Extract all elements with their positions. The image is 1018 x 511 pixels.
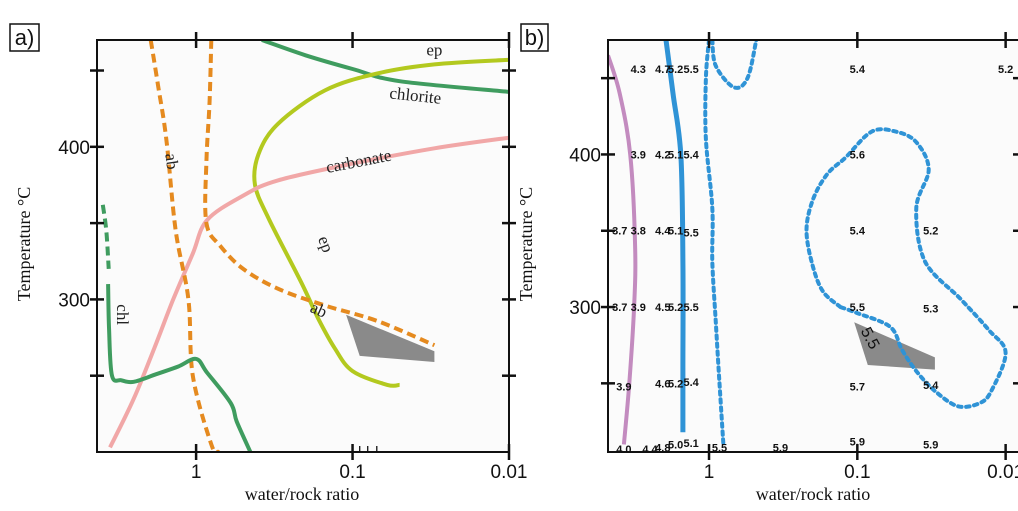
x-axis-label: water/rock ratio bbox=[756, 484, 870, 504]
series-line-ab-3 bbox=[148, 40, 220, 452]
data-label: 5.5 bbox=[850, 302, 865, 314]
data-label: 5.1 bbox=[668, 149, 683, 161]
data-label: 5.1 bbox=[683, 438, 698, 450]
data-label: 5.1 bbox=[668, 226, 683, 238]
data-label: 3.7 bbox=[612, 302, 627, 314]
x-tick-label: 0.1 bbox=[339, 462, 365, 483]
y-axis-label: Temperature °C bbox=[516, 187, 536, 301]
data-label: 5.6 bbox=[850, 149, 865, 161]
plot-area bbox=[97, 40, 509, 452]
x-tick-label: 0.01 bbox=[491, 462, 528, 483]
data-label: 5.9 bbox=[773, 442, 788, 454]
data-label: 5.2 bbox=[668, 64, 683, 76]
data-label: 5.2 bbox=[668, 302, 683, 314]
data-label: 3.9 bbox=[631, 149, 646, 161]
data-label: 3.7 bbox=[612, 226, 627, 238]
data-label: 4.5 bbox=[655, 302, 670, 314]
data-label: 5.5 bbox=[683, 302, 698, 314]
y-axis-label: Temperature °C bbox=[14, 187, 34, 301]
shaded-region bbox=[346, 314, 435, 362]
data-label: 5.5 bbox=[683, 64, 698, 76]
series-line-chl-6 bbox=[100, 204, 111, 270]
panel-label-box bbox=[520, 23, 549, 52]
data-label: 4.7 bbox=[655, 64, 670, 76]
y-tick-label: 300 bbox=[569, 298, 601, 319]
x-tick-label: 1 bbox=[191, 462, 202, 483]
plot-frame bbox=[96, 39, 510, 453]
y-tick-label: 400 bbox=[569, 145, 601, 166]
series-line-chl-5 bbox=[106, 284, 253, 452]
panel-b: 1 0.1 0.01 300 400 water/rock ratio Temperatur… bbox=[516, 23, 1018, 504]
data-layer bbox=[100, 40, 509, 452]
panel-label: a) bbox=[15, 25, 35, 50]
data-label: 3.8 bbox=[631, 226, 646, 238]
plot-frame bbox=[607, 39, 1018, 453]
curve-label-ep: ep bbox=[314, 233, 337, 255]
series-line-contour-4 bbox=[804, 127, 1008, 409]
series-line-contour-2 bbox=[710, 40, 759, 90]
curve-label-ab: ab bbox=[308, 298, 330, 322]
data-label: 5.5 bbox=[683, 227, 698, 239]
data-label: 3.9 bbox=[631, 302, 646, 314]
data-label: 5.9 bbox=[850, 436, 865, 448]
data-label: 4.2 bbox=[655, 149, 670, 161]
x-tick-label: 0.1 bbox=[844, 462, 870, 483]
data-label: 5.4 bbox=[683, 149, 699, 161]
data-label: 5.4 bbox=[850, 64, 866, 76]
shaded-region bbox=[854, 322, 935, 370]
curve-label-ab: ab bbox=[161, 152, 182, 171]
data-label: 5.2 bbox=[923, 226, 938, 238]
data-label: 5.4 bbox=[850, 226, 866, 238]
x-minor-ticks bbox=[359, 446, 378, 452]
x-axis-label: water/rock ratio bbox=[245, 484, 359, 504]
y-tick-label: 300 bbox=[58, 290, 90, 311]
data-label: 4.3 bbox=[631, 64, 646, 76]
data-label: 4.8 bbox=[655, 442, 670, 454]
curve-label-chl: chl bbox=[113, 304, 132, 325]
data-layer bbox=[608, 40, 1008, 447]
x-tick-label: 0.01 bbox=[987, 462, 1018, 483]
series-line-carbonate-2 bbox=[108, 135, 509, 449]
data-label: 4.6 bbox=[655, 378, 670, 390]
panel-label: b) bbox=[525, 25, 545, 50]
series-line-contour-1 bbox=[663, 40, 686, 433]
data-label: 5.4 bbox=[683, 377, 699, 389]
data-label: 5.2 bbox=[998, 64, 1013, 76]
data-label: 4.0 bbox=[616, 444, 631, 456]
panel-label-box bbox=[9, 23, 40, 52]
series-line-contour-3 bbox=[703, 40, 726, 447]
data-label: 4.4 bbox=[642, 444, 658, 456]
data-label: 5.3 bbox=[923, 304, 938, 316]
data-label: 5.4 bbox=[923, 380, 939, 392]
data-label: 5.2 bbox=[668, 378, 683, 390]
series-line-contour-0 bbox=[608, 54, 638, 445]
x-tick-label: 1 bbox=[704, 462, 715, 483]
data-label: 5.7 bbox=[850, 381, 865, 393]
panel-a: 1 0.1 0.01 300 400 water/rock ratio Temperatur… bbox=[9, 23, 528, 504]
data-label: 5.0 bbox=[668, 439, 683, 451]
data-label: 4.4 bbox=[655, 226, 671, 238]
y-tick-label: 400 bbox=[58, 138, 90, 159]
data-label: 3.9 bbox=[616, 381, 631, 393]
data-label: 5.9 bbox=[923, 439, 938, 451]
series-line-ep-1 bbox=[252, 57, 509, 388]
data-label: 5.5 bbox=[712, 442, 727, 454]
curve-label-ep: ep bbox=[426, 40, 442, 59]
series-line-ab-4 bbox=[203, 40, 436, 348]
series-line-chlorite-0 bbox=[261, 40, 509, 94]
